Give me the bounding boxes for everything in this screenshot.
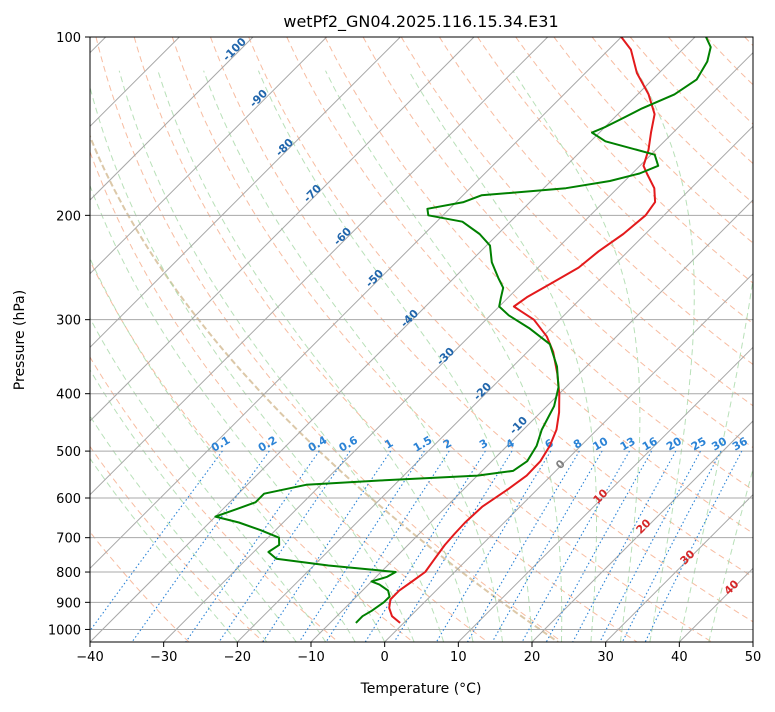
y-tick-label: 300 [56, 314, 81, 329]
x-tick-label: −10 [297, 650, 324, 665]
y-tick-label: 1000 [48, 623, 81, 638]
y-tick-label: 200 [56, 209, 81, 224]
x-tick-label: −30 [150, 650, 177, 665]
chart-title: wetPf2_GN04.2025.116.15.34.E31 [283, 12, 558, 32]
x-tick-label: 50 [745, 650, 762, 665]
x-axis-label: Temperature (°C) [360, 681, 482, 697]
x-tick-label: 10 [450, 650, 467, 665]
y-tick-label: 100 [56, 31, 81, 46]
y-tick-label: 800 [56, 566, 81, 581]
x-tick-label: −40 [76, 650, 103, 665]
x-tick-label: −20 [224, 650, 251, 665]
y-tick-label: 600 [56, 492, 81, 507]
y-tick-label: 900 [56, 596, 81, 611]
y-tick-label: 700 [56, 532, 81, 547]
x-tick-label: 30 [597, 650, 614, 665]
x-tick-label: 0 [381, 650, 389, 665]
x-tick-label: 40 [671, 650, 688, 665]
y-tick-label: 400 [56, 388, 81, 403]
x-tick-label: 20 [524, 650, 541, 665]
y-axis-label: Pressure (hPa) [12, 290, 28, 390]
y-tick-label: 500 [56, 445, 81, 460]
